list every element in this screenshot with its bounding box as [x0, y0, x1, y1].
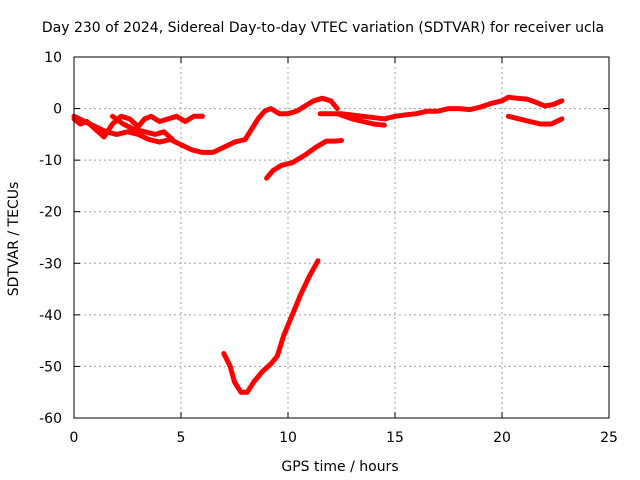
series-track-3 [110, 113, 175, 142]
x-tick-label: 25 [600, 430, 618, 446]
chart-title: Day 230 of 2024, Sidereal Day-to-day VTE… [42, 20, 604, 36]
y-tick-label: -30 [39, 256, 62, 272]
y-tick-label: 10 [44, 50, 62, 66]
y-axis-label: SDTVAR / TECUs [6, 182, 22, 297]
series-track-5 [334, 111, 387, 128]
x-tick-label: 20 [493, 430, 511, 446]
grid [74, 57, 609, 418]
series-track-2 [71, 95, 340, 155]
y-tick-label: -20 [39, 205, 62, 221]
series-track-8 [221, 258, 321, 395]
series-track-6 [505, 113, 565, 127]
x-tick-label: 0 [70, 430, 79, 446]
y-tick-label: -10 [39, 153, 62, 169]
y-tick-label: -40 [39, 308, 62, 324]
plot-frame [73, 56, 610, 419]
y-tick-labels: 10 0 -10 -20 -30 -40 -50 -60 [39, 50, 62, 427]
series-track-4 [317, 94, 565, 122]
x-axis-label: GPS time / hours [281, 459, 398, 475]
x-tick-label: 15 [386, 430, 404, 446]
tick-marks [73, 56, 610, 419]
series-track-7 [264, 138, 344, 181]
x-tick-label: 5 [177, 430, 186, 446]
x-tick-labels: 0 5 10 15 20 25 [70, 430, 618, 446]
x-tick-label: 10 [279, 430, 297, 446]
y-tick-label: -60 [39, 411, 62, 427]
y-tick-label: -50 [39, 359, 62, 375]
series-group [71, 94, 565, 395]
y-tick-label: 0 [53, 102, 62, 118]
